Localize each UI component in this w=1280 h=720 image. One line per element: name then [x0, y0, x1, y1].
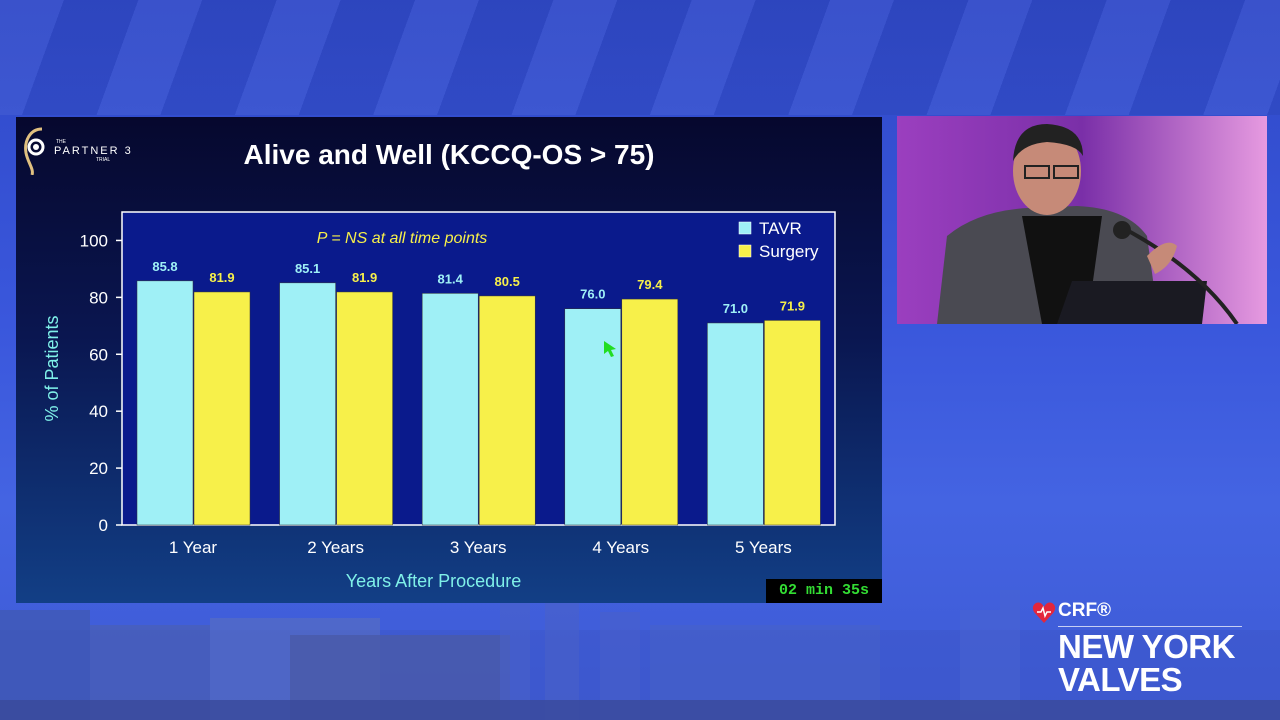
- y-tick-label: 100: [80, 231, 108, 250]
- brand-line1: NEW YORK: [1058, 628, 1235, 665]
- x-category-label: 3 Years: [450, 538, 507, 557]
- x-category-label: 1 Year: [169, 538, 218, 557]
- legend-swatch-tavr: [738, 221, 752, 235]
- city-skyline-background: [0, 590, 1280, 720]
- logo-small-bottom: TRIAL: [96, 157, 111, 163]
- background-pattern: [0, 0, 1280, 115]
- p-value-annotation: P = NS at all time points: [317, 230, 488, 247]
- brand-crf: CRF®: [1058, 600, 1112, 621]
- bar-surgery: [478, 295, 536, 526]
- brand-divider: [1058, 626, 1242, 627]
- legend-label-surgery: Surgery: [759, 242, 819, 261]
- bar-surgery: [764, 320, 821, 526]
- x-category-label: 4 Years: [592, 538, 649, 557]
- logo-text: PARTNER 3: [54, 145, 133, 157]
- y-tick-label: 0: [99, 516, 108, 535]
- crf-new-york-valves-logo: CRF® NEW YORK VALVES: [1032, 600, 1252, 700]
- bar-tavr: [564, 308, 622, 526]
- presentation-slide: THE PARTNER 3 TRIAL Alive and Well (KCCQ…: [16, 117, 882, 603]
- bar-value-label: 81.9: [352, 270, 377, 285]
- session-timer: 02 min 35s: [766, 579, 882, 603]
- bar-tavr: [707, 322, 764, 526]
- bar-value-label: 85.8: [152, 259, 177, 274]
- speaker-video: [897, 116, 1267, 324]
- legend-label-tavr: TAVR: [759, 219, 802, 238]
- bar-tavr: [279, 282, 336, 526]
- bar-value-label: 81.4: [438, 271, 464, 286]
- y-tick-label: 40: [89, 402, 108, 421]
- bar-value-label: 71.9: [780, 298, 805, 313]
- bar-value-label: 81.9: [209, 270, 234, 285]
- heart-logo-icon: [24, 127, 45, 176]
- bar-surgery: [193, 291, 251, 526]
- legend-swatch-surgery: [738, 244, 752, 258]
- bar-tavr: [136, 280, 194, 526]
- slide-title: Alive and Well (KCCQ-OS > 75): [243, 139, 655, 170]
- crf-heart-icon: [1032, 602, 1056, 623]
- bar-value-label: 85.1: [295, 261, 320, 276]
- bar-tavr: [421, 293, 479, 526]
- bar-chart: 0 20 40 60 80 100 % of Patients Years After Pro…: [42, 211, 836, 591]
- partner3-logo: THE PARTNER 3 TRIAL: [20, 123, 140, 179]
- x-category-label: 2 Years: [307, 538, 364, 557]
- speaker-figure: [897, 116, 1267, 324]
- bar-value-label: 80.5: [495, 274, 520, 289]
- y-tick-label: 80: [89, 288, 108, 307]
- x-category-label: 5 Years: [735, 538, 792, 557]
- logo-small-top: THE: [56, 139, 66, 145]
- brand-name: NEW YORK VALVES: [1058, 630, 1235, 696]
- bar-value-label: 79.4: [637, 277, 663, 292]
- bar-value-label: 76.0: [580, 287, 605, 302]
- bar-surgery: [336, 291, 393, 526]
- mouse-cursor-icon: [604, 341, 616, 357]
- brand-line2: VALVES: [1058, 661, 1183, 698]
- y-tick-label: 60: [89, 345, 108, 364]
- bar-surgery: [621, 298, 679, 526]
- y-tick-label: 20: [89, 459, 108, 478]
- bar-value-label: 71.0: [723, 301, 748, 316]
- y-axis-label: % of Patients: [42, 315, 62, 421]
- x-axis-label: Years After Procedure: [346, 571, 521, 591]
